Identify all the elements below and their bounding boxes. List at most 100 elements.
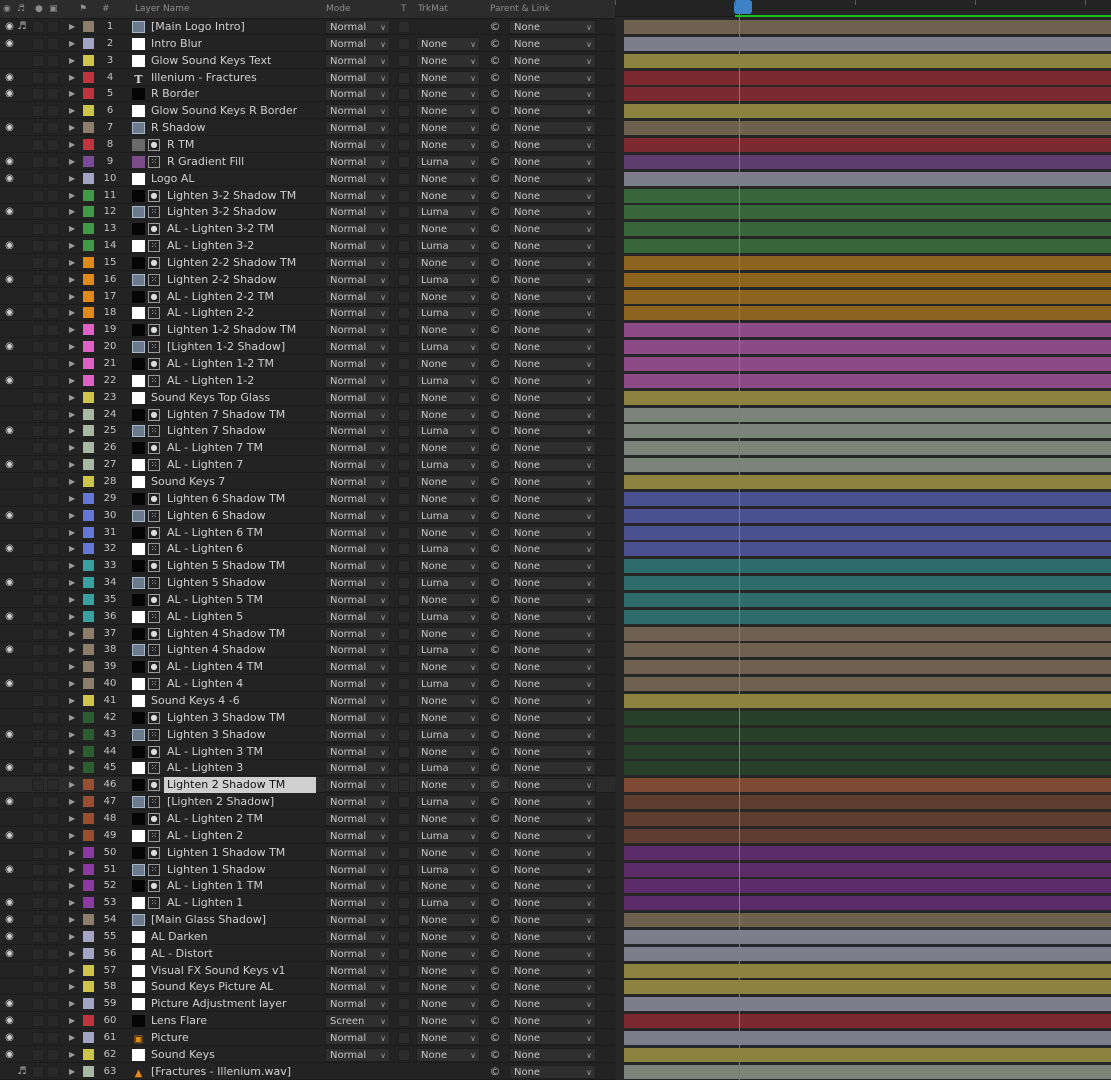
audio-speaker-icon[interactable] <box>14 238 30 254</box>
parent-pickwhip-icon[interactable]: © <box>489 407 501 421</box>
parent-dropdown[interactable]: None ∨ <box>509 357 596 371</box>
audio-speaker-icon[interactable] <box>14 373 30 389</box>
solo-toggle[interactable] <box>32 1032 44 1044</box>
twirl-expand-icon[interactable]: ▶ <box>69 426 76 436</box>
lock-toggle[interactable] <box>47 762 59 775</box>
lock-toggle[interactable] <box>47 21 59 33</box>
layer-name[interactable]: Lighten 2 Shadow TM <box>164 777 316 794</box>
layer-duration-bar[interactable] <box>624 1031 1111 1045</box>
layer-duration-bar[interactable] <box>624 660 1111 675</box>
solo-toggle[interactable] <box>32 610 44 623</box>
parent-pickwhip-icon[interactable]: © <box>489 390 501 404</box>
layer-name[interactable]: AL - Distort <box>151 946 213 960</box>
solo-toggle[interactable] <box>32 829 44 842</box>
parent-dropdown[interactable]: None ∨ <box>509 929 596 944</box>
lock-toggle[interactable] <box>47 290 59 303</box>
solo-toggle[interactable] <box>32 728 44 741</box>
layer-row[interactable]: ▶ 33 ● Lighten 5 Shadow TM Normal ∨ None ∨ © None… <box>0 558 615 575</box>
parent-dropdown[interactable]: None ∨ <box>509 188 596 203</box>
layer-row[interactable]: ▶ 17 ● AL - Lighten 2-2 TM Normal ∨ None ∨ © None… <box>0 288 615 305</box>
twirl-expand-icon[interactable]: ▶ <box>69 931 76 941</box>
preserve-transparency-toggle[interactable] <box>398 593 410 606</box>
parent-pickwhip-icon[interactable]: © <box>489 508 501 522</box>
layer-row[interactable]: ▶ 26 ● AL - Lighten 7 TM Normal ∨ None ∨ © None ∨ <box>0 440 615 457</box>
layer-name[interactable]: Lighten 4 Shadow TM <box>167 626 286 640</box>
twirl-expand-icon[interactable]: ▶ <box>69 224 76 234</box>
parent-dropdown[interactable]: None ∨ <box>509 778 596 793</box>
lock-toggle[interactable] <box>47 661 59 674</box>
blend-mode-dropdown[interactable]: Normal ∨ <box>325 609 390 624</box>
parent-pickwhip-icon[interactable]: © <box>489 828 501 842</box>
label-color-swatch[interactable] <box>83 695 94 706</box>
blend-mode-dropdown[interactable]: Normal ∨ <box>325 491 390 506</box>
audio-speaker-icon[interactable] <box>14 457 30 473</box>
label-color-swatch[interactable] <box>83 526 94 538</box>
lock-toggle[interactable] <box>47 796 59 809</box>
layer-duration-bar[interactable] <box>624 474 1111 489</box>
layer-name[interactable]: Sound Keys 7 <box>151 474 226 488</box>
label-color-swatch[interactable] <box>83 880 94 892</box>
label-color-swatch[interactable] <box>83 610 94 622</box>
visibility-eye-icon[interactable]: ◉ <box>5 374 14 386</box>
solo-toggle[interactable] <box>32 459 44 472</box>
layer-duration-bar[interactable] <box>624 542 1111 557</box>
parent-pickwhip-icon[interactable]: © <box>489 913 501 927</box>
track-matte-dropdown[interactable]: Luma ∨ <box>416 862 480 877</box>
track-matte-dropdown[interactable]: None ∨ <box>416 744 480 759</box>
parent-pickwhip-icon[interactable]: © <box>489 154 501 168</box>
preserve-transparency-toggle[interactable] <box>398 897 410 910</box>
solo-toggle[interactable] <box>32 577 44 590</box>
layer-name[interactable]: Picture <box>151 1031 189 1044</box>
audio-speaker-icon[interactable] <box>14 255 30 271</box>
twirl-expand-icon[interactable]: ▶ <box>69 392 76 402</box>
parent-dropdown[interactable]: None ∨ <box>509 710 596 725</box>
label-color-swatch[interactable] <box>83 1065 94 1077</box>
layer-row[interactable]: ◉ ▶ 16 ⁙ Lighten 2-2 Shadow Normal ∨ Luma ∨ © None… <box>0 271 615 288</box>
track-matte-dropdown[interactable]: None ∨ <box>416 845 480 860</box>
blend-mode-dropdown[interactable]: Normal ∨ <box>325 323 390 338</box>
layer-name[interactable]: Sound Keys Picture AL <box>151 980 274 994</box>
layer-row[interactable]: ▶ 6 Glow Sound Keys R Border Normal ∨ None ∨ © N… <box>0 103 615 120</box>
twirl-expand-icon[interactable]: ▶ <box>69 729 76 739</box>
layer-row[interactable]: ◉ ▶ 54 [Main Glass Shadow] Normal ∨ None ∨ © None… <box>0 912 615 929</box>
parent-pickwhip-icon[interactable]: © <box>489 525 501 539</box>
visibility-eye-icon[interactable]: ◉ <box>5 914 14 926</box>
track-matte-dropdown[interactable]: None ∨ <box>416 997 480 1012</box>
twirl-expand-icon[interactable]: ▶ <box>69 847 76 857</box>
label-color-swatch[interactable] <box>83 21 94 32</box>
preserve-transparency-toggle[interactable] <box>398 37 410 50</box>
preserve-transparency-toggle[interactable] <box>398 54 410 67</box>
solo-toggle[interactable] <box>32 947 44 960</box>
parent-pickwhip-icon[interactable]: © <box>489 694 501 707</box>
track-matte-dropdown[interactable]: None ∨ <box>416 929 480 944</box>
twirl-expand-icon[interactable]: ▶ <box>69 493 76 503</box>
blend-mode-dropdown[interactable]: Normal ∨ <box>325 761 390 776</box>
solo-toggle[interactable] <box>32 998 44 1011</box>
label-color-swatch[interactable] <box>83 475 94 487</box>
work-area-bar[interactable] <box>735 15 1111 17</box>
parent-dropdown[interactable]: None ∨ <box>509 576 596 591</box>
solo-toggle[interactable] <box>32 543 44 556</box>
layer-row[interactable]: ◉ ▶ 7 R Shadow Normal ∨ None ∨ © None ∨ <box>0 120 615 137</box>
layer-row[interactable]: ◉ ▶ 56 AL - Distort Normal ∨ None ∨ © None ∨ <box>0 945 615 962</box>
label-color-swatch[interactable] <box>83 930 94 942</box>
layer-duration-bar[interactable] <box>624 795 1111 810</box>
visibility-eye-icon[interactable]: ◉ <box>5 998 14 1010</box>
parent-pickwhip-icon[interactable]: © <box>489 980 501 994</box>
layer-name[interactable]: AL - Lighten 6 <box>167 542 244 556</box>
layer-name[interactable]: Lighten 2-2 Shadow TM <box>167 255 297 269</box>
solo-toggle[interactable] <box>32 206 44 219</box>
layer-name[interactable]: Picture Adjustment layer <box>151 997 287 1011</box>
layer-duration-bar[interactable] <box>624 20 1111 34</box>
track-matte-dropdown[interactable]: Luma ∨ <box>416 727 480 742</box>
blend-mode-dropdown[interactable]: Normal ∨ <box>325 458 390 473</box>
twirl-expand-icon[interactable]: ▶ <box>69 527 76 537</box>
solo-toggle[interactable] <box>32 762 44 775</box>
blend-mode-dropdown[interactable]: Normal ∨ <box>325 255 390 270</box>
blend-mode-dropdown[interactable]: Normal ∨ <box>325 963 390 978</box>
label-color-swatch[interactable] <box>83 206 94 218</box>
layer-name[interactable]: R Border <box>151 87 200 101</box>
twirl-expand-icon[interactable]: ▶ <box>69 22 76 31</box>
visibility-eye-icon[interactable]: ◉ <box>5 341 14 353</box>
layer-row[interactable]: ▶ 29 ● Lighten 6 Shadow TM Normal ∨ None ∨ © None… <box>0 490 615 507</box>
